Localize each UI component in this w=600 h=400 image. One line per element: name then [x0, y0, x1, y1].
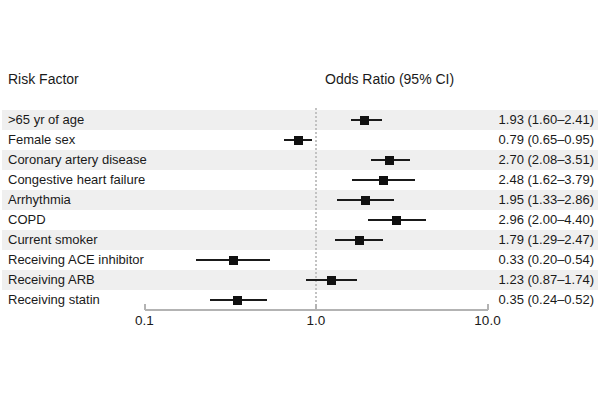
axis-tick	[144, 304, 146, 310]
x-axis: 0.1 1.0 10.0	[0, 0, 600, 400]
forest-plot: Risk Factor Odds Ratio (95% CI) >65 yr o…	[0, 0, 600, 400]
axis-tick-label: 0.1	[135, 313, 154, 328]
axis-tick-label: 10.0	[474, 313, 500, 328]
axis-tick	[487, 304, 489, 310]
axis-tick-label: 1.0	[307, 313, 326, 328]
axis-tick	[315, 304, 317, 310]
